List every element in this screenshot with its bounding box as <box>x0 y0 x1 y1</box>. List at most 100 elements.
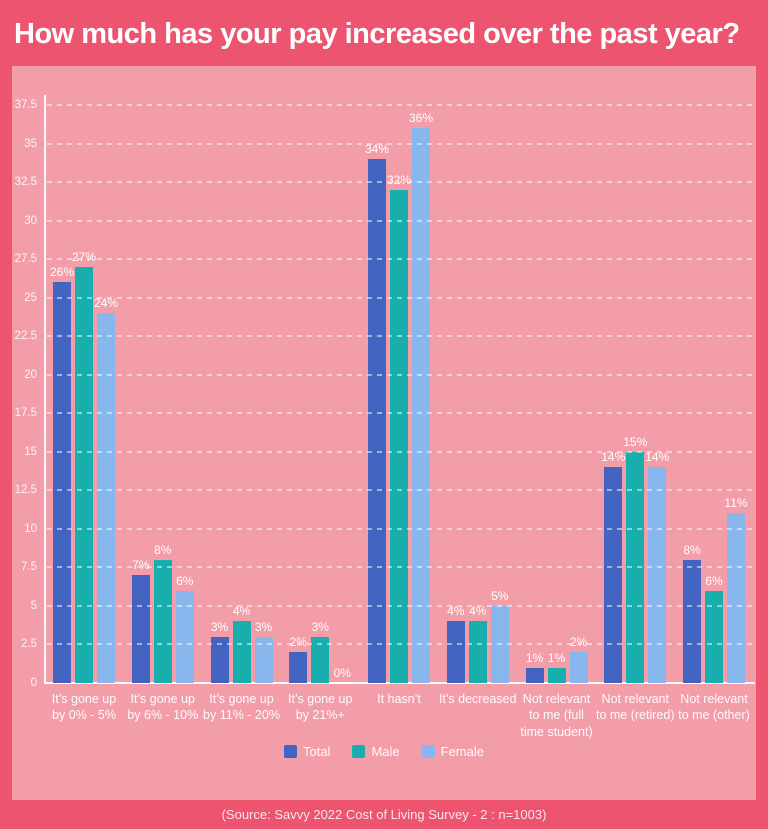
bar-cluster: 7% 8% 6% <box>131 105 194 683</box>
bar-cluster: 26% 27% 24% <box>50 105 118 683</box>
bar-value-label: 4% <box>447 604 465 619</box>
bar-total: 4% <box>446 604 465 683</box>
bar-total: 26% <box>50 265 74 683</box>
bar-male: 1% <box>547 651 566 683</box>
bar-male: 32% <box>387 173 411 683</box>
bar-value-label: 2% <box>289 635 307 650</box>
bar-male: 8% <box>153 543 172 683</box>
bar-value-label: 4% <box>469 604 487 619</box>
legend-label: Male <box>371 744 400 759</box>
bar-male: 3% <box>311 620 330 683</box>
gridline <box>47 373 755 376</box>
bar-female: 2% <box>569 635 588 683</box>
bar-male: 27% <box>72 250 96 683</box>
y-tick-label: 25 <box>24 291 37 304</box>
bar-female: 11% <box>724 496 748 683</box>
bar-value-label: 24% <box>93 296 119 311</box>
category-label: It’s gone up by 6% - 10% <box>127 692 199 723</box>
bar-value-label: 1% <box>525 650 544 665</box>
category-label: It’s gone up by 21%+ <box>288 692 353 723</box>
bar-male: 4% <box>232 604 251 683</box>
legend-item-total: Total <box>283 744 330 759</box>
bar-value-label: 3% <box>254 619 273 634</box>
bar-value-label: 3% <box>210 619 229 634</box>
gridline <box>47 296 755 299</box>
source-footer: (Source: Savvy 2022 Cost of Living Surve… <box>0 800 768 829</box>
y-tick-label: 22.5 <box>14 330 37 343</box>
bar-cluster: 14% 15% 14% <box>601 105 669 683</box>
bar-total: 2% <box>289 635 308 683</box>
category-label: Not relevant to me (other) <box>678 692 750 723</box>
y-tick-label: 10 <box>24 522 37 535</box>
gridline <box>47 566 755 569</box>
legend-swatch <box>283 745 297 758</box>
y-tick-label: 0 <box>30 677 37 689</box>
gridline <box>47 489 755 492</box>
y-tick-label: 27.5 <box>14 253 37 266</box>
bar-value-label: 5% <box>491 588 509 603</box>
bar-total: 34% <box>365 142 389 683</box>
category-label: It’s gone up by 11% - 20% <box>203 692 280 723</box>
bar-value-label: 27% <box>71 249 97 264</box>
bar-female: 3% <box>254 620 273 683</box>
bar-value-label: 15% <box>623 434 648 449</box>
bar-group: 14% 15% 14% Not relevant to me (retired) <box>596 105 675 722</box>
gridline <box>47 450 755 453</box>
bar-value-label: 6% <box>705 573 723 588</box>
bar-female: 24% <box>94 296 118 683</box>
bar-value-label: 2% <box>569 635 588 650</box>
bar-value-label: 6% <box>176 573 194 588</box>
bar-groups: 26% 27% 24% It’s gone up by 0% - 5% 7% 8% 6% It… <box>50 105 750 738</box>
bar-value-label: 8% <box>154 542 172 557</box>
bar-value-label: 0% <box>333 666 351 680</box>
bar-total: 1% <box>525 651 544 683</box>
legend-item-female: Female <box>421 744 484 759</box>
bar-group: 8% 6% 11% Not relevant to me (other) <box>678 105 750 722</box>
bar-total: 7% <box>131 558 150 683</box>
plot-area: 26% 27% 24% It’s gone up by 0% - 5% 7% 8% 6% It… <box>15 95 755 739</box>
bar-value-label: 4% <box>232 604 251 619</box>
y-tick-label: 2.5 <box>21 638 37 651</box>
x-axis-line <box>44 682 755 684</box>
bar-group: 4% 4% 5% It’s decreased <box>439 105 517 706</box>
bar-value-label: 1% <box>547 650 566 665</box>
y-tick-label: 5 <box>30 599 37 612</box>
bar-group: 34% 32% 36% It hasn’t <box>365 105 433 706</box>
category-label: It’s gone up by 0% - 5% <box>51 692 117 723</box>
bar-group: 1% 1% 2% Not relevant to me (full time stud… <box>520 105 592 738</box>
chart-panel: 26% 27% 24% It’s gone up by 0% - 5% 7% 8% 6% It… <box>12 66 756 800</box>
y-tick-label: 7.5 <box>21 561 37 574</box>
bar-value-label: 26% <box>49 265 75 280</box>
y-tick-label: 32.5 <box>14 176 37 189</box>
bar-cluster: 1% 1% 2% <box>525 105 588 683</box>
bar-group: 26% 27% 24% It’s gone up by 0% - 5% <box>50 105 118 722</box>
gridline <box>47 219 755 222</box>
y-tick-label: 17.5 <box>14 407 37 420</box>
bar-female: 6% <box>175 574 194 683</box>
legend: Total Male Female <box>12 744 756 759</box>
category-label: It hasn’t <box>377 692 421 706</box>
gridline <box>47 104 755 106</box>
gridline <box>47 142 755 145</box>
bar-cluster: 2% 3% 0% <box>289 105 351 683</box>
gridline <box>47 258 755 261</box>
bar-male: 4% <box>468 604 487 683</box>
bar-group: 3% 4% 3% It’s gone up by 11% - 20% <box>203 105 280 722</box>
bar-value-label: 3% <box>311 619 329 634</box>
legend-swatch <box>421 745 435 758</box>
bar-value-label: 32% <box>386 172 412 187</box>
category-label: Not relevant to me (full time student) <box>520 692 593 739</box>
bar-value-label: 8% <box>683 542 701 557</box>
y-tick-label: 30 <box>24 214 37 227</box>
bar-value-label: 34% <box>364 141 390 156</box>
bar-total: 3% <box>210 620 229 683</box>
bar-male: 6% <box>705 574 723 683</box>
gridline <box>47 335 755 338</box>
legend-swatch <box>352 745 366 758</box>
legend-item-male: Male <box>352 744 400 759</box>
bar-cluster: 34% 32% 36% <box>365 105 433 683</box>
bar-female: 36% <box>409 111 433 683</box>
y-tick-label: 20 <box>24 368 37 381</box>
y-tick-label: 35 <box>24 137 37 150</box>
